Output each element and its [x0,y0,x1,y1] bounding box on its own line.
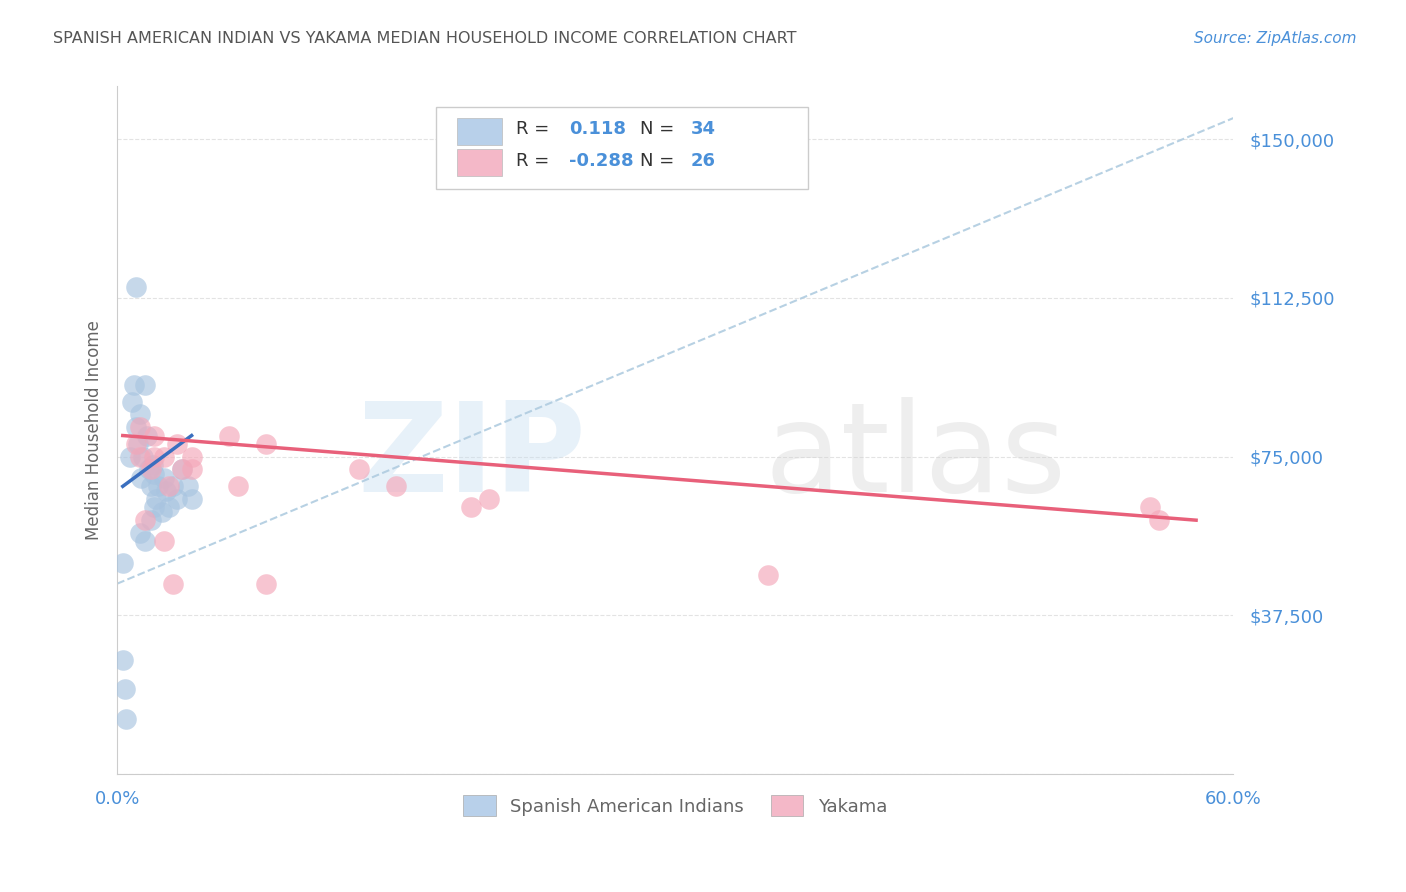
Text: N =: N = [640,120,679,138]
Point [172,462,194,476]
Point [254,437,277,451]
Point [254,576,277,591]
Text: atlas: atlas [765,397,1067,518]
Point [143,428,166,442]
Point [134,513,156,527]
Point [115,712,138,726]
Point [385,479,408,493]
Text: R =: R = [516,120,555,138]
Text: SPANISH AMERICAN INDIAN VS YAKAMA MEDIAN HOUSEHOLD INCOME CORRELATION CHART: SPANISH AMERICAN INDIAN VS YAKAMA MEDIAN… [53,31,797,46]
Point [162,479,184,493]
Point [478,491,501,506]
Point [180,450,202,464]
Point [152,471,174,485]
Point [136,428,159,442]
Text: N =: N = [640,152,679,169]
Point [138,462,160,476]
Point [132,450,155,464]
Point [139,479,162,493]
Point [1139,500,1161,515]
Text: R =: R = [516,152,555,169]
Legend: Spanish American Indians, Yakama: Spanish American Indians, Yakama [456,789,894,823]
Point [218,428,240,442]
Point [1147,513,1170,527]
Y-axis label: Median Household Income: Median Household Income [86,320,103,541]
Point [166,437,188,451]
Point [172,462,194,476]
Text: -0.288: -0.288 [569,152,634,169]
Point [180,462,202,476]
Point [128,408,150,422]
Point [139,462,162,476]
Point [111,653,134,667]
Point [125,437,148,451]
Point [139,513,162,527]
Point [143,500,166,515]
Point [114,682,136,697]
Point [125,420,148,434]
Text: 34: 34 [690,120,716,138]
Point [125,280,148,294]
Point [120,450,142,464]
Point [128,450,150,464]
Point [157,479,180,493]
Point [152,534,174,549]
Point [756,568,779,582]
Point [143,467,166,481]
Point [146,479,169,493]
Point [157,500,180,515]
Point [127,437,149,451]
Point [131,471,153,485]
Point [166,491,188,506]
Point [111,556,134,570]
Point [177,479,200,493]
Point [121,394,143,409]
Point [143,450,166,464]
Point [150,505,173,519]
Text: 0.118: 0.118 [569,120,627,138]
Point [134,534,156,549]
Point [162,576,184,591]
Point [155,483,177,498]
Point [347,462,370,476]
Point [122,377,145,392]
Point [134,377,156,392]
Point [128,525,150,540]
Point [460,500,482,515]
Text: 26: 26 [690,152,716,169]
Text: Source: ZipAtlas.com: Source: ZipAtlas.com [1194,31,1357,46]
Point [180,491,202,506]
Point [226,479,249,493]
Point [152,450,174,464]
Point [141,458,163,472]
Point [145,491,167,506]
Text: ZIP: ZIP [357,397,586,518]
Point [128,420,150,434]
